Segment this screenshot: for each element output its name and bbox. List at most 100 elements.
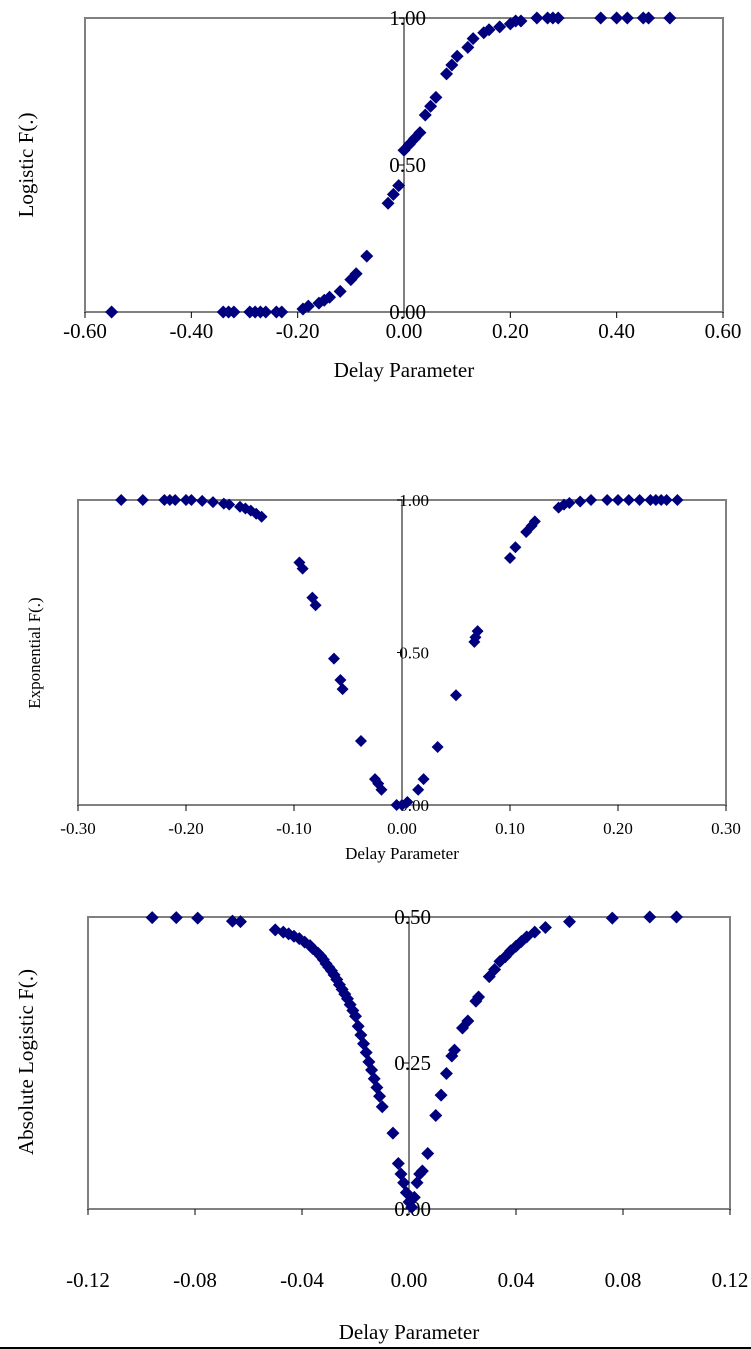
x-tick-label: 0.12 [712, 1268, 749, 1292]
data-point-marker [354, 734, 367, 747]
data-point-marker [415, 1164, 429, 1178]
y-tick-label: 0.50 [399, 644, 429, 663]
x-tick-label: 0.20 [492, 319, 529, 343]
data-point-marker [418, 108, 432, 122]
data-point-marker [514, 14, 528, 28]
y-axis-title: Logistic F(.) [14, 113, 38, 218]
data-point-marker [375, 783, 388, 796]
data-point-marker [391, 1156, 405, 1170]
data-point-marker [439, 1067, 453, 1081]
chart-logistic: -0.60 -0.40 -0.20 0.00 0.20 0.40 0.60 0.00 0.50 1… [14, 6, 741, 382]
data-point-marker [504, 551, 516, 564]
data-point-marker [670, 910, 683, 924]
chart-marks: -0.12-0.08-0.040.000.040.080.120.000.250… [66, 905, 748, 1292]
x-tick-label: 0.40 [598, 319, 635, 343]
data-point-marker [445, 58, 459, 72]
chart-absolute-logistic: -0.12-0.08-0.040.000.040.080.120.000.250… [14, 905, 748, 1344]
data-point-marker [169, 911, 183, 925]
data-point-marker [392, 179, 406, 193]
data-point-marker [233, 915, 247, 929]
x-tick-label: 0.00 [391, 1268, 428, 1292]
chart-marks: -0.30 -0.20 -0.10 0.00 0.10 0.20 0.300.000.501… [60, 491, 741, 838]
data-point-marker [563, 915, 576, 929]
x-axis-title: Delay Parameter [345, 844, 459, 863]
y-tick-label: 0.50 [394, 905, 431, 929]
data-point-marker [429, 90, 443, 104]
x-tick-label: -0.04 [280, 1268, 324, 1292]
data-point-marker [223, 498, 236, 511]
x-tick-label: 0.20 [603, 819, 633, 838]
data-point-marker [136, 494, 149, 506]
data-point-marker [429, 1109, 443, 1123]
data-point-marker [327, 652, 340, 665]
data-point-marker [309, 599, 322, 612]
data-point-marker [642, 11, 656, 25]
data-point-marker [349, 1009, 362, 1023]
data-point-marker [509, 541, 522, 554]
data-point-marker [482, 23, 496, 37]
data-point-marker [585, 494, 597, 506]
bottom-rule [0, 1347, 751, 1349]
x-tick-label: 0.04 [498, 1268, 535, 1292]
x-tick-label: 0.60 [705, 319, 742, 343]
data-point-marker [373, 1089, 387, 1103]
y-tick-label: 0.00 [389, 300, 426, 324]
data-point-marker [115, 494, 128, 506]
data-point-marker [234, 500, 246, 513]
x-tick-label: -0.10 [276, 819, 311, 838]
data-point-marker [323, 290, 337, 304]
y-tick-label: 0.50 [389, 153, 426, 177]
x-tick-label: 0.30 [711, 819, 741, 838]
y-axis-title: Absolute Logistic F(.) [14, 969, 38, 1155]
data-point-marker [424, 99, 438, 113]
data-point-marker [528, 515, 541, 528]
data-point-marker [421, 1147, 435, 1161]
data-point-marker [594, 11, 608, 25]
data-point-marker [504, 944, 518, 958]
x-tick-label: 0.08 [605, 1268, 642, 1292]
y-tick-label: 1.00 [389, 6, 426, 30]
data-point-marker [401, 795, 414, 808]
data-point-marker [227, 305, 241, 319]
data-point-marker [413, 126, 427, 140]
data-point-marker [417, 773, 430, 786]
data-point-marker [440, 67, 454, 81]
data-point-marker [431, 741, 444, 754]
data-point-marker [375, 1100, 389, 1114]
data-point-marker [407, 1190, 421, 1204]
data-point-marker [601, 494, 614, 506]
chart-exponential: -0.30 -0.20 -0.10 0.00 0.10 0.20 0.300.000.501… [25, 491, 741, 863]
data-point-marker [255, 510, 268, 523]
data-point-marker [334, 673, 347, 686]
data-point-marker [663, 11, 677, 25]
data-point-marker [472, 990, 486, 1004]
data-point-marker [207, 496, 219, 509]
x-axis-title: Delay Parameter [334, 358, 475, 382]
data-point-marker [360, 249, 374, 263]
data-point-marker [336, 683, 349, 696]
data-point-marker [450, 49, 464, 63]
data-point-marker [447, 1043, 461, 1057]
data-point-marker [259, 305, 273, 319]
data-point-marker [450, 689, 462, 702]
x-tick-label: -0.20 [276, 319, 320, 343]
data-point-marker [612, 494, 624, 506]
data-point-marker [386, 187, 400, 201]
data-point-marker [191, 911, 205, 925]
data-point-marker [563, 497, 576, 510]
data-point-marker [145, 911, 159, 925]
data-point-marker [461, 1014, 475, 1028]
data-point-marker [349, 267, 363, 281]
x-tick-label: -0.08 [173, 1268, 217, 1292]
x-tick-label: -0.40 [169, 319, 213, 343]
data-point-marker [551, 11, 565, 25]
x-tick-label: -0.30 [60, 819, 95, 838]
data-point-marker [528, 925, 542, 939]
data-point-marker [493, 20, 507, 34]
x-tick-label: 0.00 [386, 319, 423, 343]
data-point-marker [610, 11, 624, 25]
data-point-marker [397, 1176, 411, 1190]
data-point-marker [488, 963, 502, 977]
data-point-marker [660, 494, 673, 506]
